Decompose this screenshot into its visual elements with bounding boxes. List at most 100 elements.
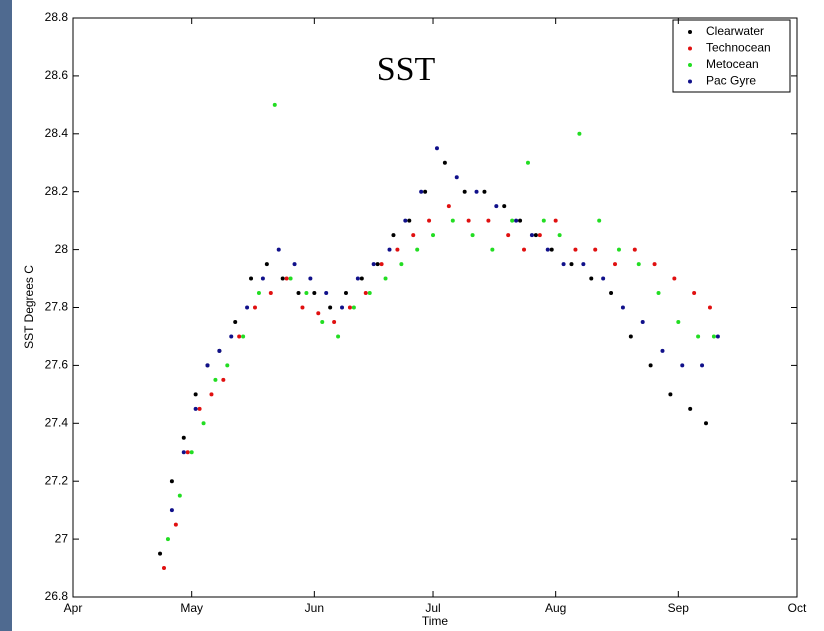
y-tick-label: 26.8: [45, 589, 69, 603]
point: [165, 537, 170, 542]
point: [407, 218, 412, 223]
point: [474, 189, 479, 194]
point: [320, 319, 325, 324]
legend-marker: [688, 46, 692, 51]
point: [648, 363, 653, 368]
point: [391, 233, 396, 238]
point: [450, 218, 455, 223]
point: [288, 276, 293, 281]
x-tick-label: Jun: [305, 601, 324, 615]
point: [252, 305, 257, 310]
legend-label: Clearwater: [706, 24, 764, 38]
point: [379, 262, 384, 267]
point: [161, 566, 166, 571]
point: [185, 450, 190, 455]
point: [502, 204, 507, 209]
point: [640, 319, 645, 324]
point: [284, 276, 289, 281]
point: [628, 334, 633, 339]
point: [545, 247, 550, 252]
x-tick-label: Jul: [425, 601, 440, 615]
point: [336, 334, 341, 339]
point: [442, 160, 447, 165]
point: [537, 233, 542, 238]
point: [169, 508, 174, 513]
y-tick-label: 27.4: [45, 415, 69, 429]
point: [506, 233, 511, 238]
point: [525, 160, 530, 165]
point: [573, 247, 578, 252]
point: [668, 392, 673, 397]
y-axis-label: SST Degrees C: [22, 265, 36, 349]
point: [347, 305, 352, 310]
point: [609, 291, 614, 296]
point: [411, 233, 416, 238]
point: [431, 233, 436, 238]
point: [181, 435, 186, 440]
point: [217, 348, 222, 353]
point: [620, 305, 625, 310]
point: [589, 276, 594, 281]
point: [276, 247, 281, 252]
legend-marker: [688, 63, 692, 67]
point: [241, 334, 246, 339]
point: [636, 262, 641, 267]
point: [434, 146, 439, 151]
point: [593, 247, 598, 252]
point: [213, 377, 218, 382]
x-tick-label: Apr: [64, 601, 83, 615]
point: [529, 233, 534, 238]
point: [383, 276, 388, 281]
point: [715, 334, 720, 339]
point: [510, 218, 515, 223]
point: [423, 189, 428, 194]
point: [256, 291, 261, 296]
point: [656, 291, 661, 296]
point: [518, 218, 523, 223]
point: [363, 291, 368, 296]
y-tick-label: 28.6: [45, 68, 69, 82]
point: [415, 247, 420, 252]
point: [229, 334, 234, 339]
point: [280, 276, 285, 281]
point: [462, 189, 467, 194]
y-tick-label: 28.8: [45, 10, 69, 24]
x-tick-label: May: [180, 601, 203, 615]
x-tick-label: Oct: [788, 601, 807, 615]
x-tick-label: Sep: [668, 601, 690, 615]
point: [209, 392, 214, 397]
point: [189, 450, 194, 455]
point: [371, 262, 376, 267]
y-tick-label: 27: [55, 531, 69, 545]
point: [569, 262, 574, 267]
plot-area: [72, 17, 798, 598]
point: [260, 276, 265, 281]
y-tick-label: 27.8: [45, 300, 69, 314]
point: [249, 276, 254, 281]
point: [613, 262, 618, 267]
point: [692, 291, 697, 296]
point: [494, 204, 499, 209]
point: [158, 551, 163, 556]
point: [375, 262, 380, 267]
point: [221, 377, 226, 382]
point: [541, 218, 546, 223]
point: [292, 262, 297, 267]
point: [446, 204, 451, 209]
point: [233, 319, 238, 324]
point: [427, 218, 432, 223]
point: [601, 276, 606, 281]
legend-box: [672, 19, 791, 93]
point: [387, 247, 392, 252]
point: [169, 479, 174, 484]
point: [245, 305, 250, 310]
slide-background: [0, 0, 12, 631]
point: [264, 262, 269, 267]
point: [193, 392, 198, 397]
legend-label: Technocean: [706, 41, 771, 55]
point: [577, 131, 582, 136]
point: [300, 305, 305, 310]
point: [660, 348, 665, 353]
point: [632, 247, 637, 252]
